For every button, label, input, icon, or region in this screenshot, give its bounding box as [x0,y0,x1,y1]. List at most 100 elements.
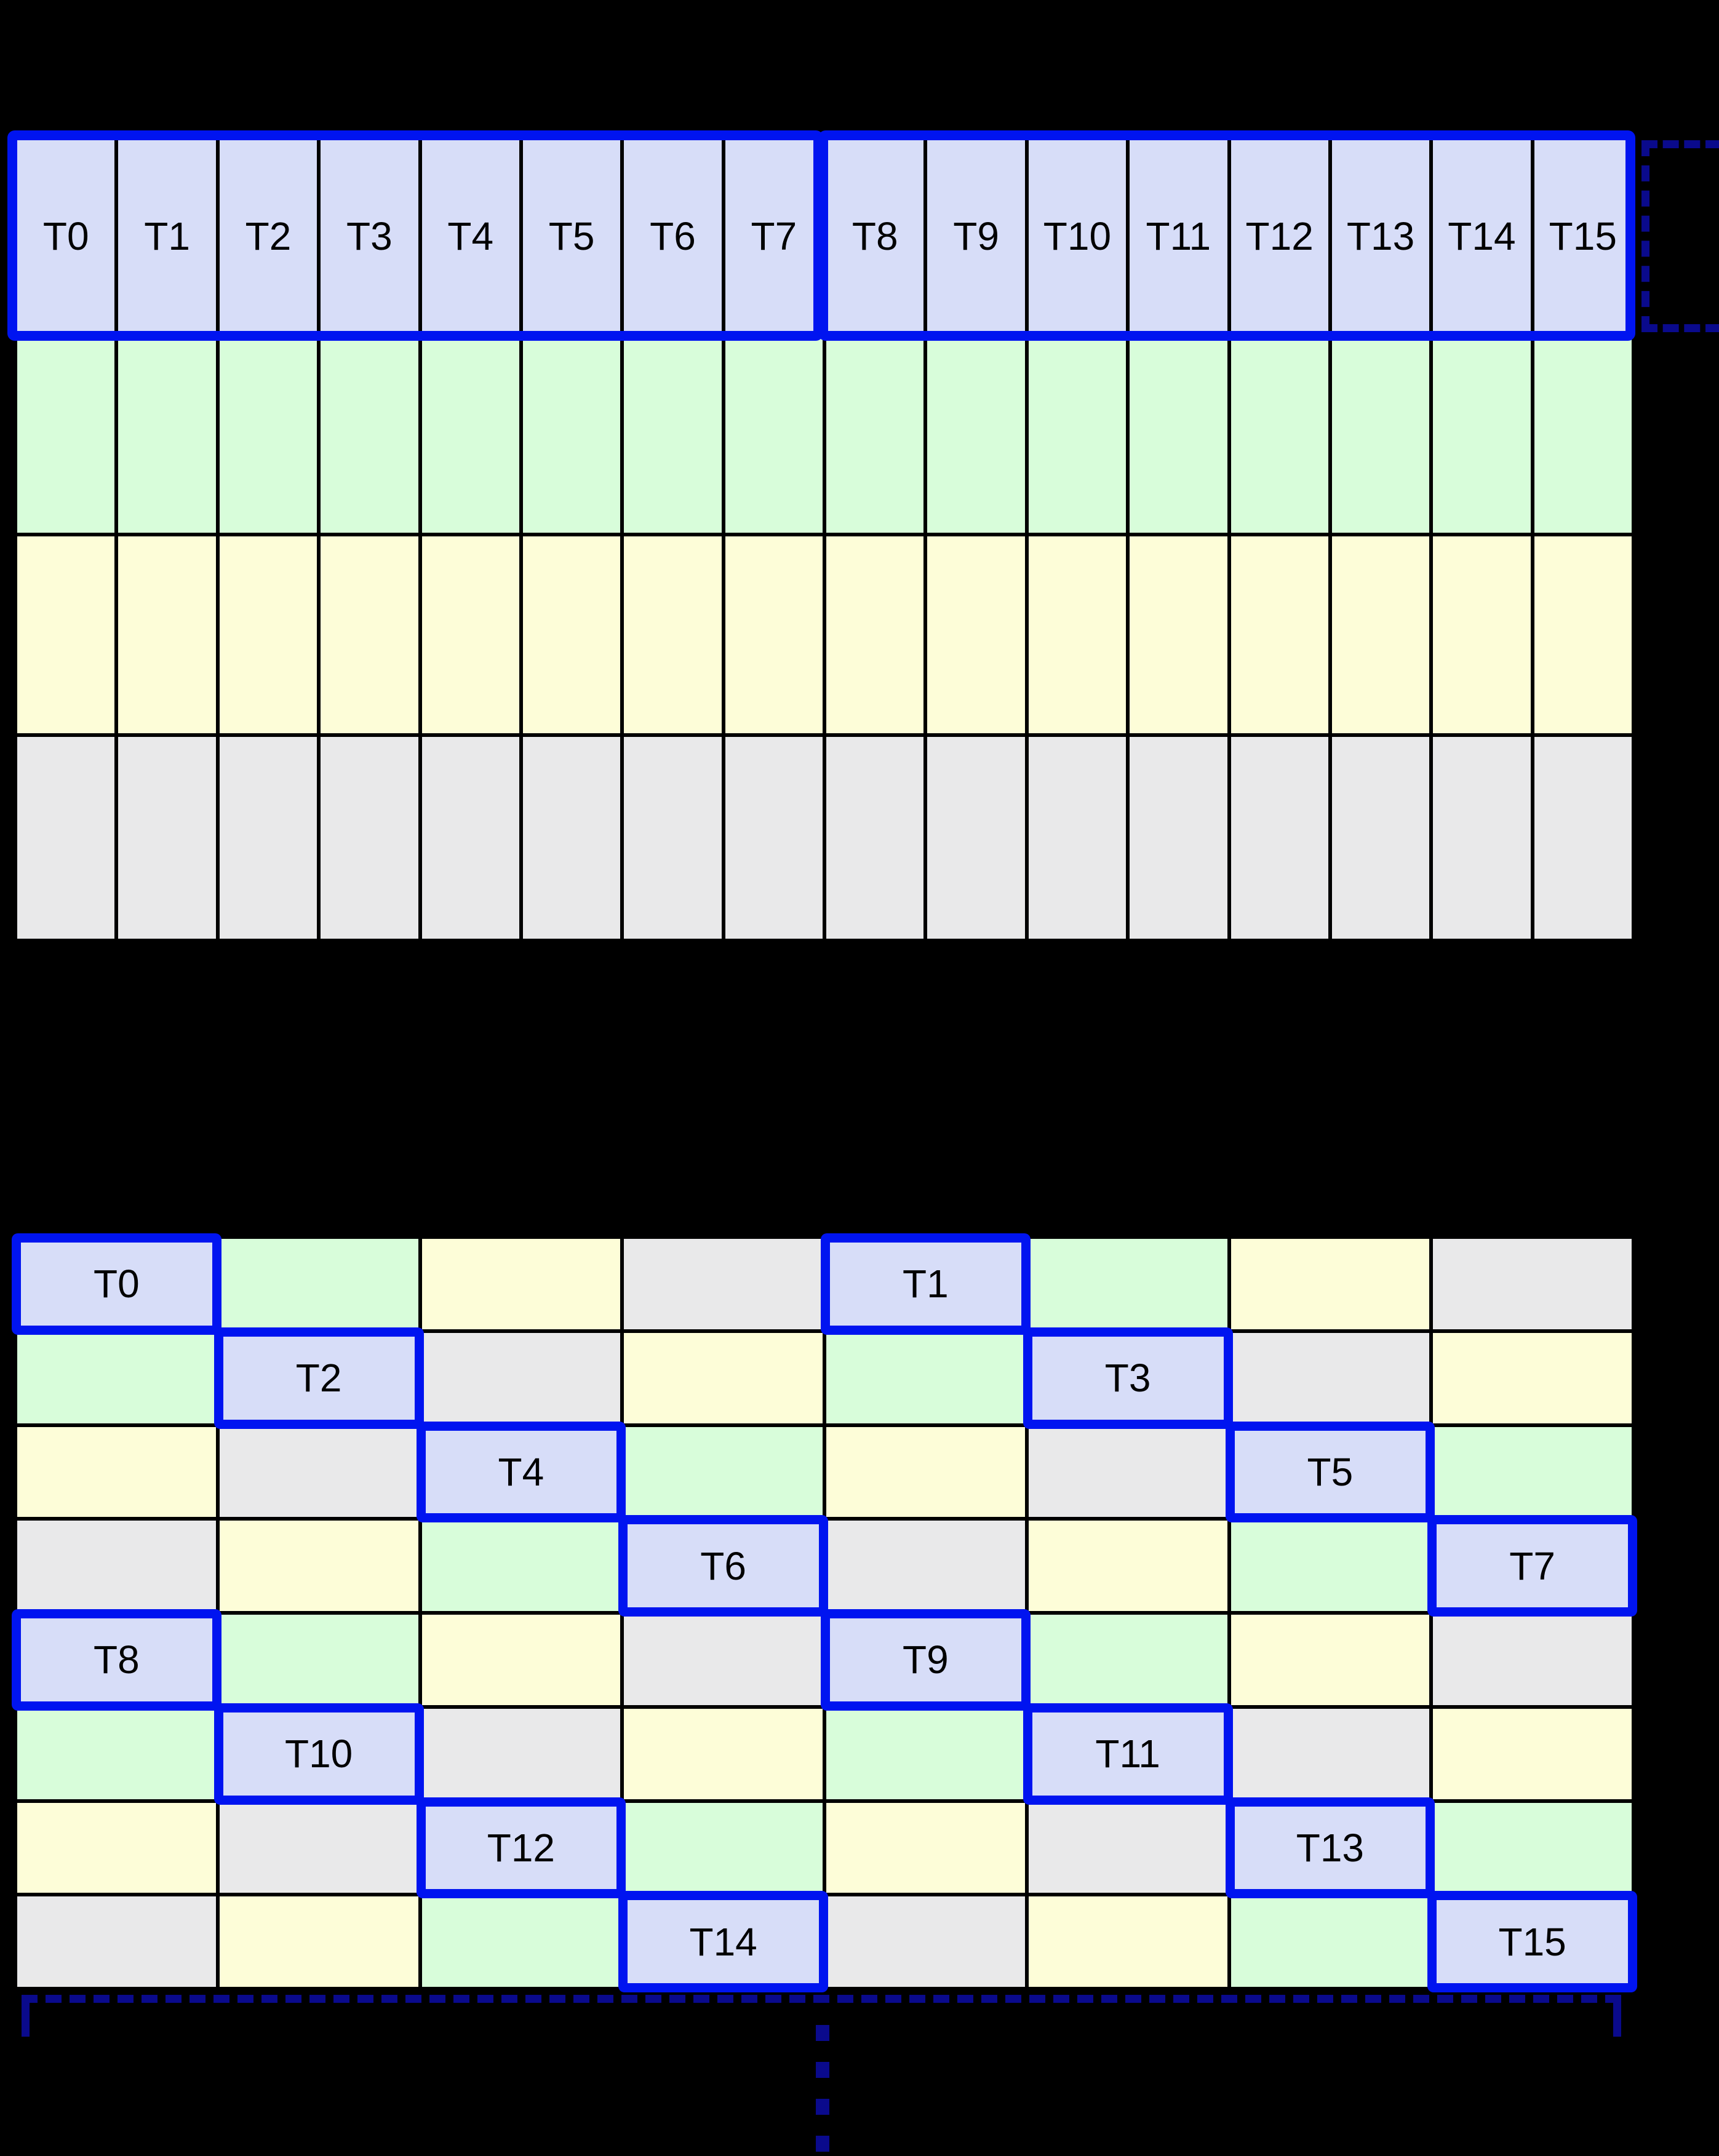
top-gray-cell [118,737,216,939]
bottom-green-cell [421,1896,621,1987]
top-thread-cell-T14: T14 [1433,140,1531,332]
bottom-yellow-cell [219,1896,418,1987]
thread-label: T13 [1346,214,1415,258]
top-green-cell [927,336,1025,533]
thread-label: T15 [1549,214,1617,258]
top-gray-cell [1534,737,1632,939]
bottom-gray-cell [1230,1708,1430,1799]
thread-label: T7 [1509,1543,1555,1588]
top-thread-cell-T3: T3 [321,140,418,332]
bottom-thread-cell-T7: T7 [1427,1515,1637,1617]
bottom-yellow-cell [826,1802,1025,1893]
top-gray-cell [624,737,722,939]
bottom-gray-cell [421,1708,621,1799]
bottom-thread-cell-T11: T11 [1023,1703,1233,1805]
bottom-green-cell [219,1615,418,1705]
top-thread-cell-T9: T9 [927,140,1025,332]
top-yellow-cell [1534,536,1632,733]
bottom-gray-cell [421,1332,621,1423]
bottom-thread-cell-T0: T0 [12,1233,221,1335]
bottom-thread-cell-T12: T12 [416,1797,626,1899]
top-green-cell [1130,336,1227,533]
continuation-dot [816,2136,829,2152]
bottom-yellow-cell [17,1802,216,1893]
thread-label: T2 [295,1356,342,1401]
bottom-gray-cell [826,1896,1025,1987]
bottom-green-cell [826,1332,1025,1423]
top-gray-cell [321,737,418,939]
thread-label: T9 [903,1637,949,1682]
thread-label: T14 [689,1919,757,1964]
bottom-gray-cell [1433,1615,1632,1705]
top-thread-cell-T15: T15 [1534,140,1632,332]
top-yellow-cell [1433,536,1531,733]
top-yellow-cell [927,536,1025,733]
thread-label: T8 [94,1637,140,1682]
bottom-green-cell [1230,1896,1430,1987]
bottom-green-cell [624,1426,823,1518]
thread-label: T7 [751,214,797,258]
width-bracket [22,1995,1621,2038]
top-thread-cell-T10: T10 [1028,140,1127,332]
bottom-thread-cell-T14: T14 [618,1891,828,1992]
bottom-green-cell [421,1521,621,1611]
top-green-cell [1331,336,1430,533]
bottom-green-cell [1230,1521,1430,1611]
bottom-green-cell [1028,1615,1227,1705]
top-yellow-cell [522,536,621,733]
thread-label: T8 [852,214,898,258]
bottom-green-cell [826,1708,1025,1799]
thread-label: T6 [650,214,696,258]
bottom-thread-cell-T8: T8 [12,1609,221,1711]
bottom-yellow-cell [1028,1521,1227,1611]
top-gray-cell [522,737,621,939]
width-bracket-right-tick [1613,2003,1621,2037]
thread-label: T3 [346,214,393,258]
top-green-cell [17,336,115,533]
thread-label: T12 [487,1825,556,1870]
top-thread-cell-T7: T7 [725,140,823,332]
top-yellow-cell [421,536,519,733]
top-yellow-cell [725,536,823,733]
bottom-thread-cell-T15: T15 [1427,1891,1637,1992]
thread-label: T15 [1498,1919,1566,1964]
top-green-cell [1230,336,1328,533]
top-gray-cell [219,737,317,939]
bottom-yellow-cell [17,1426,216,1518]
top-yellow-cell [624,536,722,733]
top-green-cell [624,336,722,533]
bottom-gray-cell [1028,1802,1227,1893]
thread-label: T10 [1043,214,1112,258]
top-gray-cell [1028,737,1127,939]
bottom-gray-cell [826,1521,1025,1611]
bottom-green-cell [1028,1239,1227,1329]
top-green-cell [522,336,621,533]
continuation-dot [816,2062,829,2078]
top-yellow-cell [219,536,317,733]
top-green-cell [1028,336,1127,533]
bottom-yellow-cell [1028,1896,1227,1987]
bottom-green-cell [1433,1802,1632,1893]
continuation-dots-icon [816,2025,829,2156]
thread-label: T2 [245,214,292,258]
bottom-yellow-cell [1433,1708,1632,1799]
thread-label: T0 [94,1262,140,1307]
top-thread-cell-T11: T11 [1130,140,1227,332]
bottom-gray-cell [219,1426,418,1518]
bottom-gray-cell [624,1615,823,1705]
thread-label: T6 [700,1543,746,1588]
bottom-thread-cell-T13: T13 [1225,1797,1435,1899]
top-green-cell [421,336,519,533]
thread-label: T4 [498,1449,544,1494]
top-green-cell [118,336,216,533]
top-thread-cell-T6: T6 [624,140,722,332]
thread-label: T11 [1146,214,1211,258]
top-yellow-cell [1130,536,1227,733]
bottom-gray-cell [17,1896,216,1987]
bottom-gray-cell [219,1802,418,1893]
top-gray-cell [1433,737,1531,939]
bottom-green-cell [17,1708,216,1799]
thread-label: T1 [903,1262,949,1307]
bottom-thread-cell-T1: T1 [821,1233,1031,1335]
